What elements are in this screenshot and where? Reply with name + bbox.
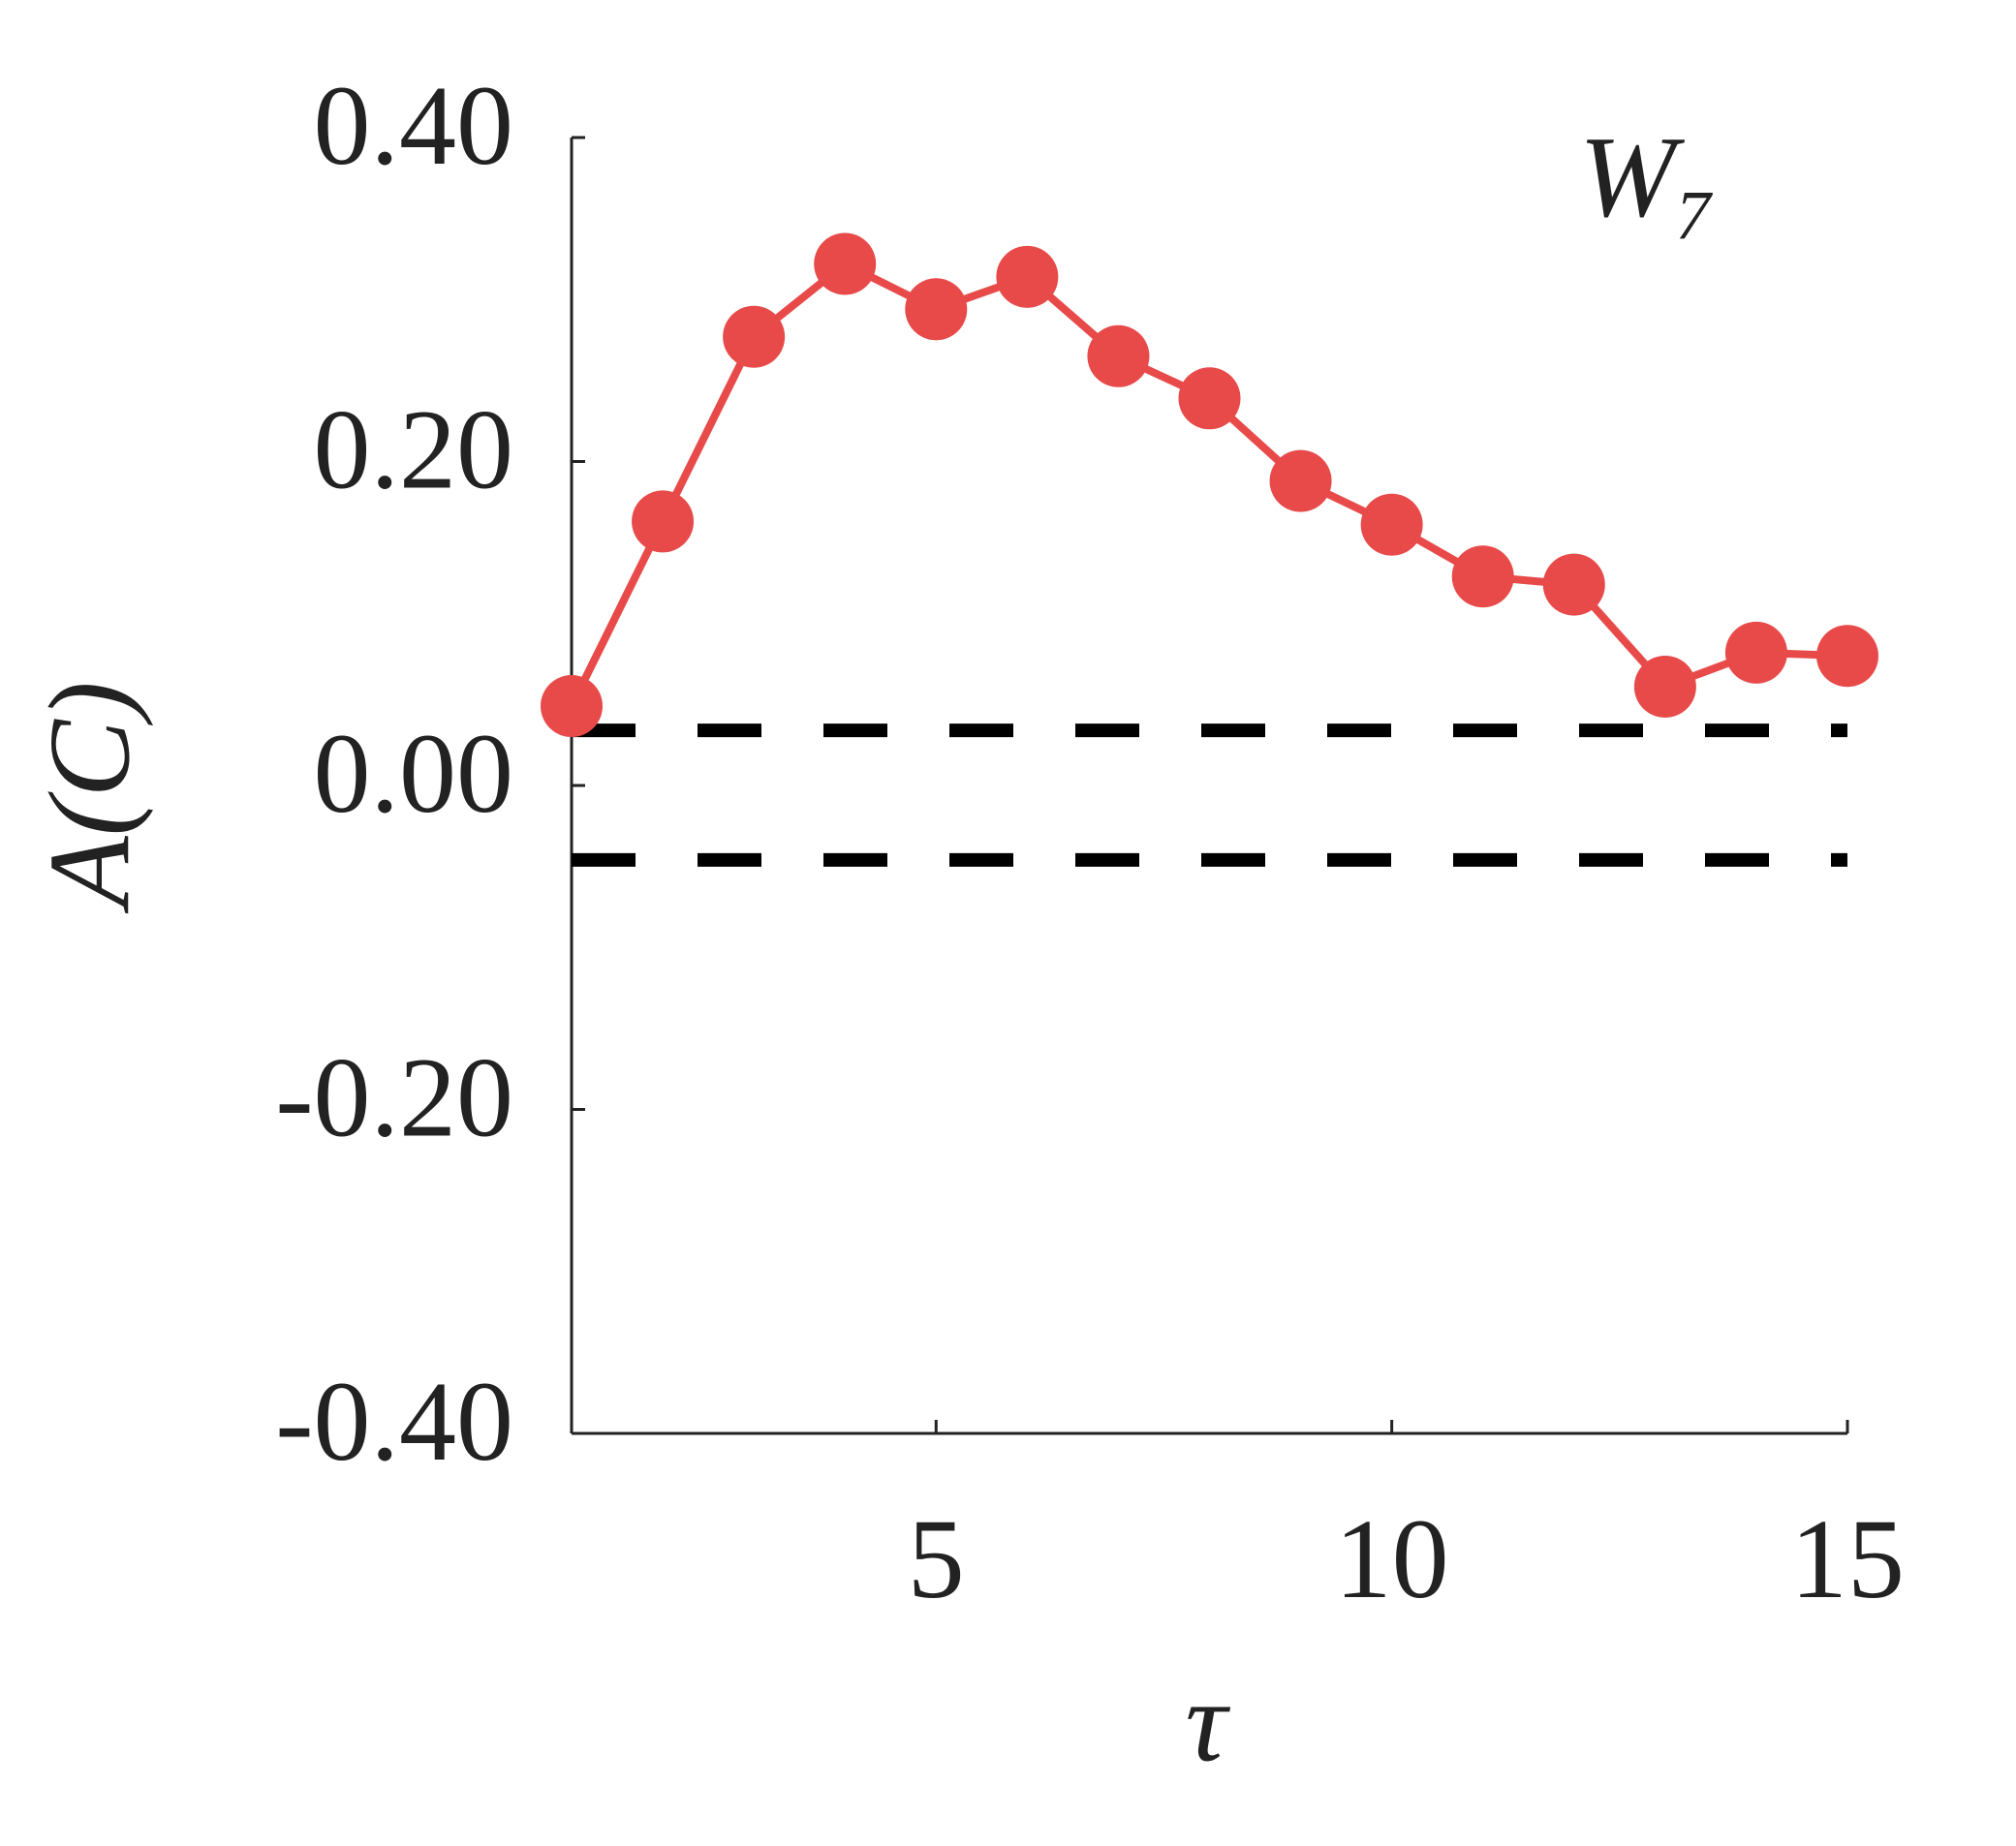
marker [814, 232, 877, 295]
y-tick-label: 0.00 [314, 710, 514, 837]
x-axis-label: τ [1186, 1657, 1231, 1786]
marker [1633, 655, 1696, 718]
marker [1542, 553, 1605, 616]
y-tick-label: 0.40 [314, 62, 514, 189]
annotation: W₇ [1579, 112, 1717, 241]
y-tick-label: 0.20 [314, 386, 514, 513]
marker [1269, 449, 1332, 512]
marker [541, 675, 603, 738]
marker [1451, 545, 1514, 608]
marker [632, 490, 695, 553]
x-tick-label: 10 [1335, 1495, 1449, 1622]
marker [905, 278, 968, 341]
marker [1724, 621, 1787, 684]
marker [1178, 367, 1241, 430]
x-tick-label: 15 [1790, 1495, 1905, 1622]
marker [1816, 625, 1878, 688]
y-axis-label: A(C) [25, 681, 154, 913]
marker [1087, 324, 1150, 387]
y-tick-label: -0.20 [275, 1034, 513, 1161]
marker [996, 245, 1059, 308]
x-tick-label: 5 [908, 1495, 965, 1622]
marker [723, 305, 786, 368]
y-tick-label: -0.40 [275, 1358, 513, 1485]
marker [1360, 493, 1423, 556]
